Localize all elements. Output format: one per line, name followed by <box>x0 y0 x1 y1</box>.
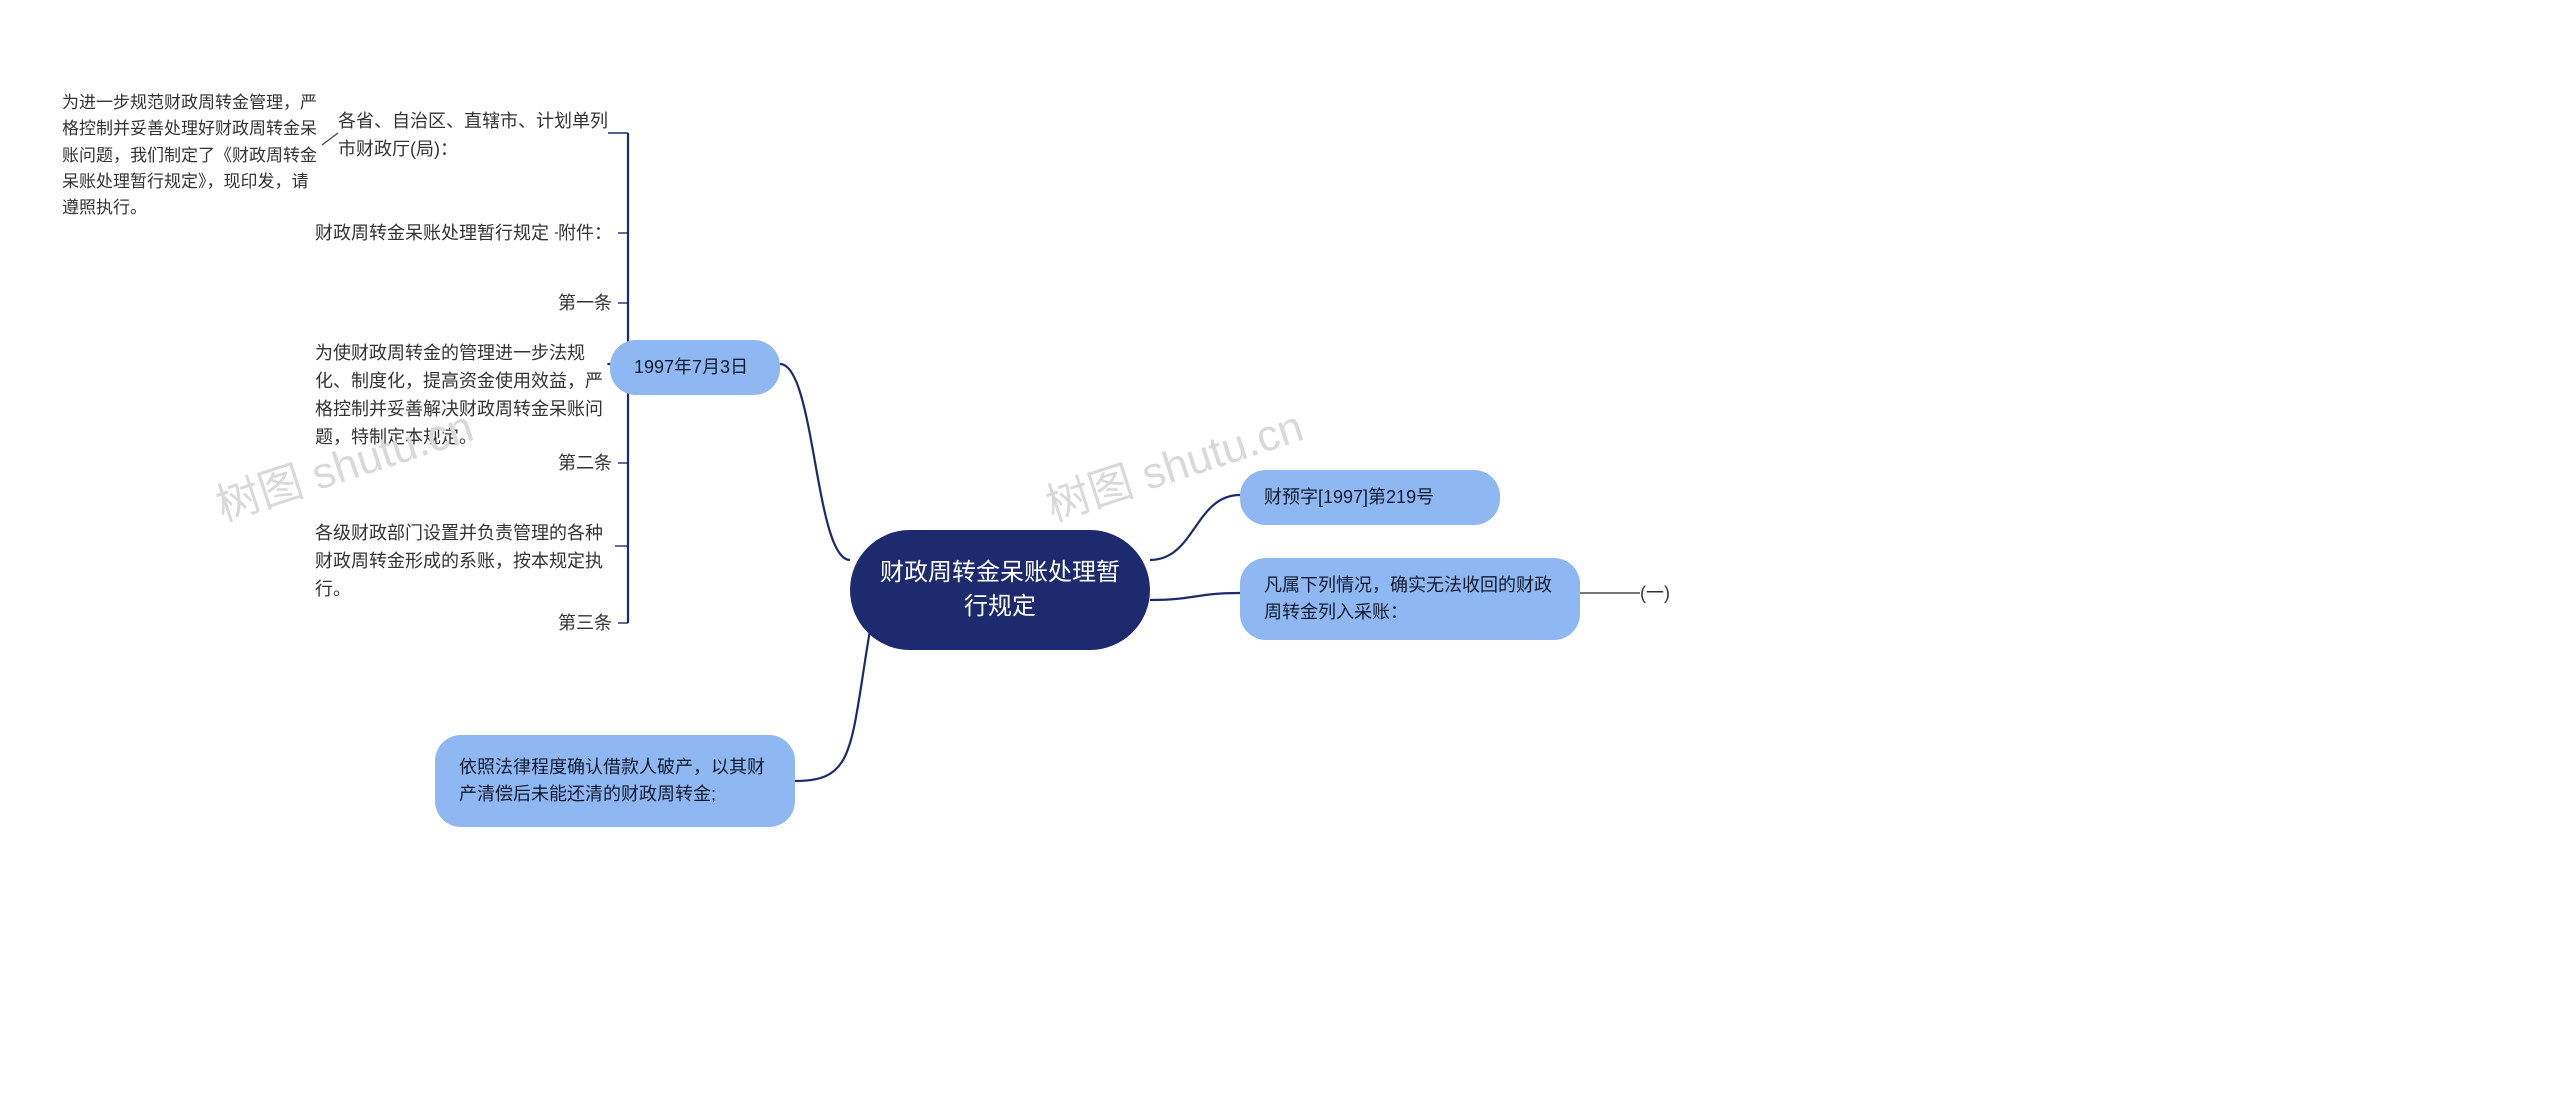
date: 1997年7月3日 <box>610 340 780 395</box>
d3: 第一条 <box>558 290 618 318</box>
d6: 各级财政部门设置并负责管理的各种财政周转金形成的系账，按本规定执行。 <box>315 520 615 604</box>
r1: 财预字[1997]第219号 <box>1240 470 1500 525</box>
d4-label: 为使财政周转金的管理进一步法规化、制度化，提高资金使用效益，严格控制并妥善解决财… <box>315 343 603 447</box>
r2a: (一) <box>1640 580 1690 608</box>
r2-label: 凡属下列情况，确实无法收回的财政周转金列入采账： <box>1264 572 1556 626</box>
d2a-label: 财政周转金呆账处理暂行规定 <box>315 223 549 243</box>
d2: 附件： <box>558 220 618 248</box>
node-label: 财政周转金呆账处理暂行规定 <box>878 556 1122 623</box>
d4: 为使财政周转金的管理进一步法规化、制度化，提高资金使用效益，严格控制并妥善解决财… <box>315 340 615 452</box>
lb: 依照法律程度确认借款人破产，以其财产清偿后未能还清的财政周转金; <box>435 735 795 827</box>
r2: 凡属下列情况，确实无法收回的财政周转金列入采账： <box>1240 558 1580 640</box>
d7: 第三条 <box>558 610 618 638</box>
d1: 各省、自治区、直辖市、计划单列市财政厅(局)： <box>338 108 608 164</box>
d2a: 财政周转金呆账处理暂行规定 <box>315 220 555 248</box>
date-label: 1997年7月3日 <box>634 354 748 381</box>
node: 财政周转金呆账处理暂行规定 <box>850 530 1150 650</box>
d3-label: 第一条 <box>558 293 612 313</box>
d2-label: 附件： <box>558 223 612 243</box>
d5: 第二条 <box>558 450 618 478</box>
d1a-label: 为进一步规范财政周转金管理，严格控制并妥善处理好财政周转金呆账问题，我们制定了《… <box>62 93 317 217</box>
d7-label: 第三条 <box>558 613 612 633</box>
d1-label: 各省、自治区、直辖市、计划单列市财政厅(局)： <box>338 111 608 159</box>
d5-label: 第二条 <box>558 453 612 473</box>
r1-label: 财预字[1997]第219号 <box>1264 484 1434 511</box>
r2a-label: (一) <box>1640 583 1670 603</box>
lb-label: 依照法律程度确认借款人破产，以其财产清偿后未能还清的财政周转金; <box>459 754 771 808</box>
d6-label: 各级财政部门设置并负责管理的各种财政周转金形成的系账，按本规定执行。 <box>315 523 603 599</box>
mindmap-canvas: 财政周转金呆账处理暂行规定财预字[1997]第219号凡属下列情况，确实无法收回… <box>0 0 2560 1101</box>
d1a: 为进一步规范财政周转金管理，严格控制并妥善处理好财政周转金呆账问题，我们制定了《… <box>62 90 322 222</box>
